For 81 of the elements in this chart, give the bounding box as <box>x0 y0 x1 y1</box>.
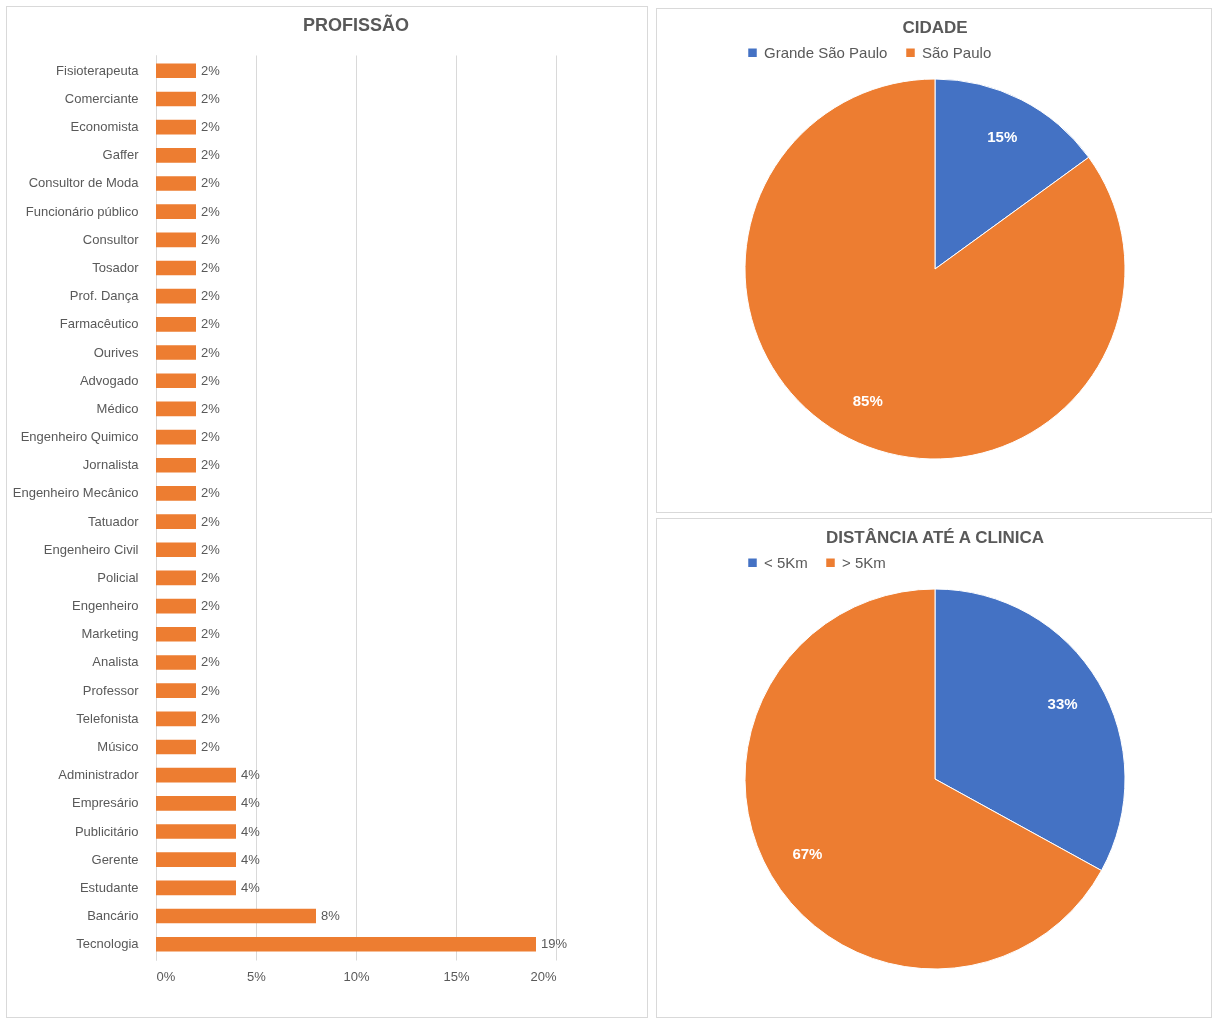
y-tick-label: Engenheiro Civil <box>43 541 139 557</box>
data-label: 2% <box>201 710 221 726</box>
y-tick-label: Médico <box>96 400 139 416</box>
data-label: 2% <box>201 626 221 642</box>
data-label: 2% <box>201 738 221 754</box>
chart-title: CIDADE <box>902 18 968 37</box>
data-label: 2% <box>201 400 221 416</box>
data-label: 2% <box>201 316 221 332</box>
y-tick-label: Engenheiro <box>72 598 139 614</box>
y-tick-label: Bancário <box>87 908 139 924</box>
data-label: 2% <box>201 62 221 78</box>
y-tick-label: Economista <box>70 119 140 135</box>
x-tick-label: 15% <box>443 968 470 984</box>
y-tick-label: Telefonista <box>76 710 140 726</box>
data-label: 2% <box>201 344 221 360</box>
data-label: 2% <box>201 569 221 585</box>
legend-label: Grande São Paulo <box>764 43 888 61</box>
y-tick-label: Consultor <box>82 231 140 247</box>
y-tick-label: Tatuador <box>87 513 140 529</box>
y-tick-label: Marketing <box>81 626 139 642</box>
data-label: 2% <box>201 119 221 135</box>
data-label: 2% <box>201 654 221 670</box>
data-label: 2% <box>201 260 221 276</box>
data-label: 2% <box>201 598 221 614</box>
y-tick-label: Prof. Dança <box>69 288 140 304</box>
y-tick-label: Consultor de Moda <box>28 175 140 191</box>
y-tick-label: Publicitário <box>74 823 139 839</box>
data-label: 2% <box>201 203 221 219</box>
y-tick-label: Ourives <box>93 344 139 360</box>
y-tick-label: Administrador <box>58 767 140 783</box>
chart-title: DISTÂNCIA ATÉ A CLINICA <box>825 528 1045 547</box>
data-label: 8% <box>321 908 341 924</box>
y-tick-label: Tosador <box>92 260 140 276</box>
y-tick-label: Advogado <box>79 372 139 388</box>
data-label: 4% <box>241 879 261 895</box>
y-tick-label: Gerente <box>91 851 139 867</box>
x-tick-label: 10% <box>343 968 370 984</box>
y-tick-label: Empresário <box>72 795 139 811</box>
y-tick-label: Jornalista <box>82 457 140 473</box>
y-tick-label: Músico <box>97 738 139 754</box>
y-tick-label: Analista <box>92 654 140 670</box>
pie-slice <box>744 78 1126 460</box>
data-label: 4% <box>241 823 261 839</box>
data-label: 2% <box>201 541 221 557</box>
x-tick-label: 0% <box>156 968 176 984</box>
data-label: 85% <box>852 392 883 410</box>
data-label: 2% <box>201 175 221 191</box>
data-label: 15% <box>987 127 1018 145</box>
data-label: 2% <box>201 147 221 163</box>
y-tick-label: Funcionário público <box>25 203 139 219</box>
data-label: 2% <box>201 90 221 106</box>
legend-label: > 5Km <box>842 553 886 571</box>
data-label: 19% <box>541 936 568 952</box>
y-tick-label: Estudante <box>79 879 139 895</box>
y-tick-label: Farmacêutico <box>59 316 139 332</box>
legend-label: < 5Km <box>764 553 808 571</box>
data-label: 2% <box>201 429 221 445</box>
data-label: 2% <box>201 485 221 501</box>
data-label: 2% <box>201 682 221 698</box>
y-tick-label: Fisioterapeuta <box>56 62 140 78</box>
x-tick-label: 5% <box>247 968 267 984</box>
chart-title: PROFISSÃO <box>302 14 410 35</box>
y-tick-label: Comerciante <box>64 90 139 106</box>
data-label: 2% <box>201 231 221 247</box>
data-label: 67% <box>792 845 823 863</box>
y-tick-label: Gaffer <box>102 147 140 163</box>
data-label: 2% <box>201 513 221 529</box>
data-label: 2% <box>201 457 221 473</box>
data-label: 4% <box>241 851 261 867</box>
y-tick-label: Policial <box>97 569 139 585</box>
y-tick-label: Engenheiro Mecânico <box>12 485 139 501</box>
y-tick-label: Professor <box>82 682 140 698</box>
data-label: 2% <box>201 288 221 304</box>
data-label: 4% <box>241 767 261 783</box>
data-label: 4% <box>241 795 261 811</box>
y-tick-label: Tecnologia <box>76 936 140 952</box>
data-label: 2% <box>201 372 221 388</box>
x-tick-label: 20% <box>530 968 557 984</box>
y-tick-label: Engenheiro Quimico <box>20 429 139 445</box>
data-label: 33% <box>1047 694 1078 712</box>
legend-label: São Paulo <box>922 43 992 61</box>
